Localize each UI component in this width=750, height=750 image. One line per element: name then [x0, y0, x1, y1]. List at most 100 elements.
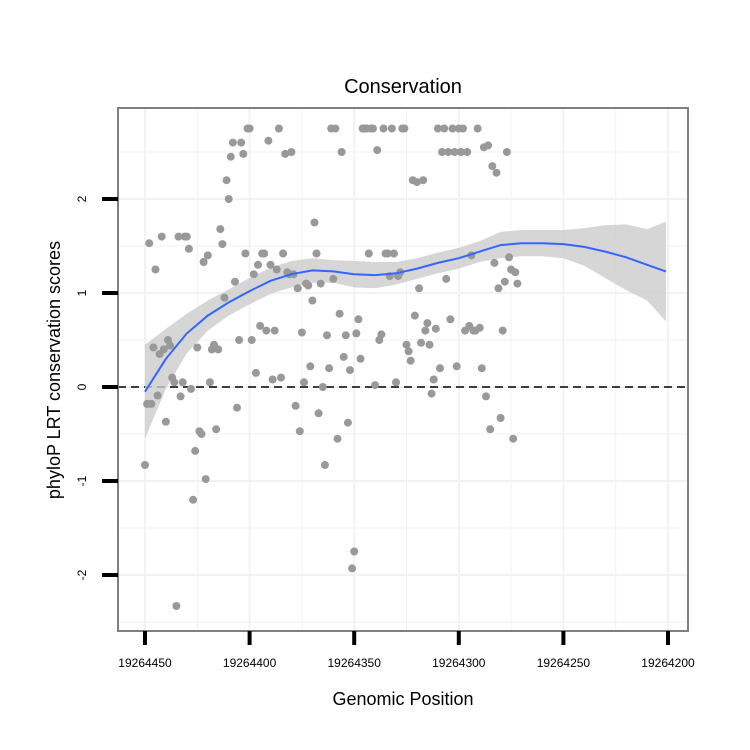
data-point	[352, 329, 361, 338]
data-point	[406, 356, 415, 365]
x-tick-label: 19264450	[118, 656, 172, 670]
data-point	[182, 232, 191, 241]
data-point	[141, 461, 149, 469]
data-point	[312, 249, 321, 258]
data-point	[456, 148, 465, 156]
y-tick-label: -1	[75, 475, 89, 486]
data-point	[410, 311, 419, 320]
data-point	[218, 240, 227, 249]
data-point	[272, 265, 281, 274]
data-point	[237, 138, 246, 147]
data-point	[494, 284, 503, 293]
data-point	[153, 391, 162, 400]
data-point	[364, 249, 373, 258]
data-point	[199, 258, 208, 266]
data-point	[241, 249, 250, 258]
data-point	[316, 279, 325, 288]
data-point	[262, 326, 271, 335]
y-tick-label: 0	[75, 383, 89, 390]
data-point	[323, 331, 331, 340]
data-point	[281, 149, 290, 158]
data-point	[436, 364, 444, 373]
data-point	[235, 336, 244, 344]
data-point	[277, 373, 285, 382]
data-point	[216, 225, 225, 234]
data-point	[251, 368, 260, 377]
data-point	[488, 162, 497, 171]
y-tick-label: 1	[75, 289, 89, 296]
data-point	[371, 381, 380, 390]
x-tick-label: 19264350	[328, 656, 382, 670]
data-point	[429, 375, 438, 384]
data-point	[201, 475, 210, 484]
data-point	[220, 293, 229, 302]
data-point	[172, 602, 181, 610]
data-point	[151, 265, 160, 274]
data-point	[197, 430, 206, 438]
data-point	[228, 138, 237, 147]
data-point	[511, 268, 520, 277]
data-point	[356, 354, 365, 363]
data-point	[214, 345, 223, 354]
data-point	[427, 389, 436, 398]
data-point	[419, 176, 428, 185]
data-point	[249, 270, 258, 279]
data-point	[306, 362, 315, 371]
data-point	[293, 284, 302, 293]
data-point	[402, 340, 411, 349]
data-point	[509, 434, 518, 443]
data-point	[274, 124, 283, 133]
data-point	[191, 446, 200, 455]
data-point	[475, 323, 484, 332]
data-point	[379, 124, 388, 133]
data-point	[431, 324, 440, 333]
data-point	[174, 232, 183, 241]
data-point	[486, 425, 495, 434]
data-point	[268, 375, 277, 384]
data-point	[417, 338, 426, 347]
data-point	[423, 319, 432, 328]
data-point	[444, 148, 453, 156]
data-point	[157, 232, 166, 241]
chart-title: Conservation	[344, 76, 462, 98]
data-point	[320, 461, 329, 469]
data-point	[392, 378, 400, 387]
data-point	[350, 547, 359, 556]
data-point	[500, 277, 509, 286]
data-point	[247, 336, 256, 344]
data-point	[482, 392, 490, 401]
smooth-line	[144, 242, 667, 393]
data-point	[295, 427, 304, 436]
data-point	[297, 328, 306, 337]
data-point	[310, 218, 319, 227]
data-point	[203, 251, 212, 260]
confidence-ribbon	[145, 221, 666, 439]
data-point	[377, 330, 386, 339]
data-point	[337, 148, 346, 156]
data-point	[442, 274, 451, 283]
data-point	[440, 124, 449, 133]
data-point	[287, 148, 296, 156]
y-axis-title: phyloP LRT conservation scores	[44, 241, 64, 499]
data-point	[233, 403, 241, 412]
data-point	[291, 401, 300, 410]
data-point	[189, 495, 198, 504]
data-point	[389, 249, 398, 258]
data-point	[226, 152, 235, 161]
data-point	[184, 244, 193, 253]
panel-border	[117, 107, 689, 632]
data-point	[335, 309, 344, 318]
data-point	[176, 392, 185, 401]
data-point	[318, 383, 327, 391]
data-point	[331, 124, 340, 133]
data-point	[270, 326, 279, 335]
x-tick-label: 19264300	[432, 656, 486, 670]
data-point	[498, 326, 507, 335]
data-point	[187, 384, 195, 393]
data-point	[505, 253, 513, 262]
data-point	[224, 195, 233, 203]
data-point	[354, 315, 363, 324]
data-point	[178, 378, 187, 387]
